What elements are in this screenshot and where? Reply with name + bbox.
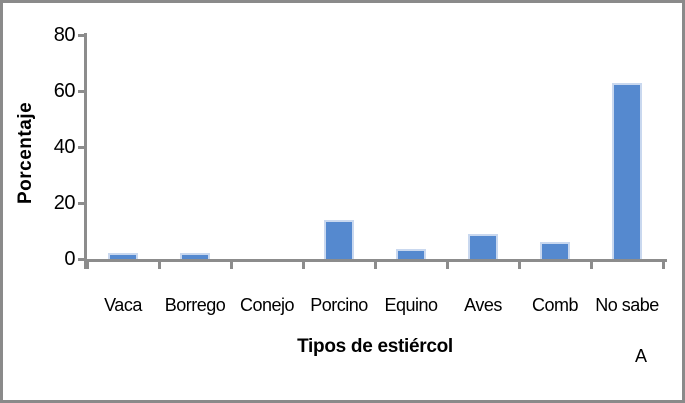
x-axis-title: Tipos de estiércol bbox=[297, 336, 453, 357]
x-category-label: No sabe bbox=[595, 295, 659, 315]
x-tick-mark bbox=[158, 262, 161, 269]
x-tick-mark bbox=[230, 262, 233, 269]
x-category-label: Comb bbox=[531, 295, 579, 315]
chart-plot-area: Porcentaje 0 20 40 60 80 Vaca Borrego Conejo Po… bbox=[3, 3, 682, 400]
y-tick-mark bbox=[78, 202, 85, 205]
panel-letter-annotation: A bbox=[634, 346, 647, 366]
x-category-label: Conejo bbox=[239, 295, 295, 315]
y-axis-line bbox=[84, 33, 87, 269]
y-tick-label: 60 bbox=[53, 80, 76, 102]
y-tick-mark bbox=[78, 90, 85, 93]
y-tick-mark bbox=[78, 258, 85, 261]
bar-comb bbox=[540, 242, 570, 259]
x-category-label: Equino bbox=[384, 295, 438, 315]
bar-aves bbox=[468, 234, 498, 259]
y-tick-label: 0 bbox=[64, 248, 75, 270]
x-tick-mark bbox=[374, 262, 377, 269]
y-tick-label: 40 bbox=[53, 136, 76, 158]
x-tick-mark bbox=[518, 262, 521, 269]
y-tick-label: 20 bbox=[53, 192, 76, 214]
x-category-label: Aves bbox=[464, 295, 502, 315]
bar-borrego bbox=[180, 253, 210, 259]
bar-no-sabe bbox=[612, 83, 642, 259]
y-tick-label: 80 bbox=[53, 24, 76, 46]
x-category-label: Porcino bbox=[310, 295, 368, 315]
x-category-label: Borrego bbox=[164, 295, 226, 315]
y-tick-mark bbox=[78, 146, 85, 149]
x-category-label: Vaca bbox=[104, 295, 142, 315]
y-tick-mark bbox=[78, 34, 85, 37]
x-tick-mark bbox=[302, 262, 305, 269]
bar-vaca bbox=[108, 253, 138, 259]
x-tick-mark bbox=[662, 262, 665, 269]
x-axis-line bbox=[84, 259, 667, 262]
bar-porcino bbox=[324, 220, 354, 259]
x-tick-mark bbox=[446, 262, 449, 269]
x-tick-mark bbox=[86, 262, 89, 269]
x-tick-mark bbox=[590, 262, 593, 269]
bar-equino bbox=[396, 249, 426, 259]
